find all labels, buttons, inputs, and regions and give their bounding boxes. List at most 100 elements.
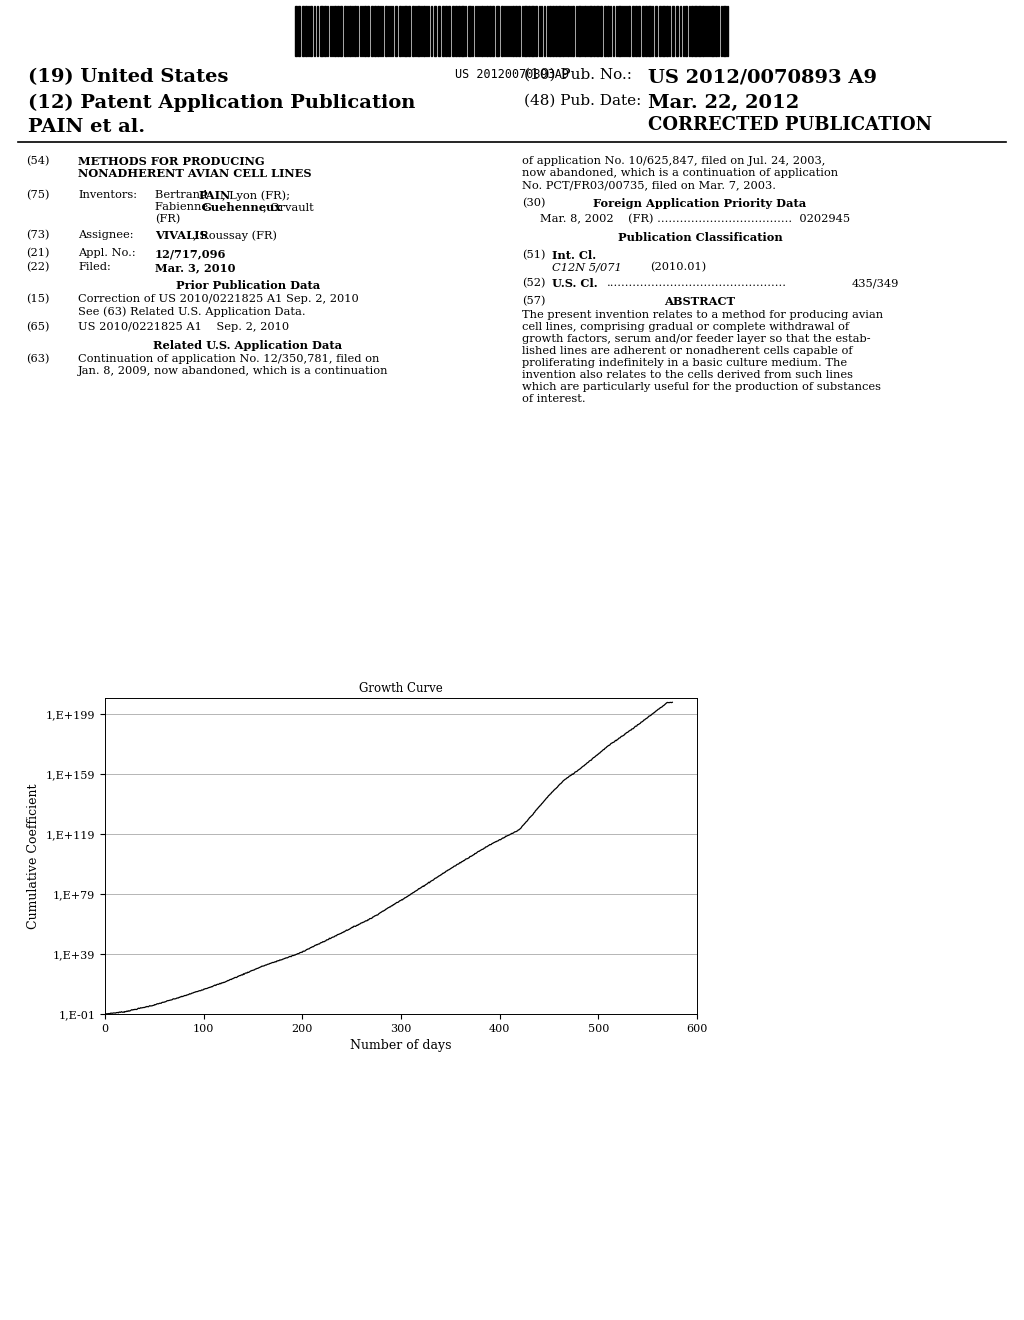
Text: Filed:: Filed:: [78, 261, 111, 272]
Bar: [385, 7, 387, 55]
Text: (54): (54): [26, 156, 49, 166]
Text: (15): (15): [26, 294, 49, 305]
Bar: [496, 7, 499, 55]
Text: growth factors, serum and/or feeder layer so that the estab-: growth factors, serum and/or feeder laye…: [522, 334, 870, 345]
Bar: [628, 7, 630, 55]
Bar: [552, 7, 554, 55]
Text: , Orvault: , Orvault: [263, 202, 313, 213]
Bar: [584, 7, 586, 55]
Bar: [642, 7, 644, 55]
Bar: [512, 7, 514, 55]
Bar: [374, 7, 376, 55]
Bar: [305, 7, 307, 55]
Text: (30): (30): [522, 198, 546, 209]
Bar: [638, 7, 640, 55]
Text: Inventors:: Inventors:: [78, 190, 137, 201]
Text: (19) United States: (19) United States: [28, 69, 228, 86]
Text: Mar. 22, 2012: Mar. 22, 2012: [648, 94, 800, 112]
Bar: [340, 7, 342, 55]
Text: Int. Cl.: Int. Cl.: [552, 249, 596, 261]
Bar: [666, 7, 668, 55]
Text: Mar. 8, 2002    (FR) ....................................  0202945: Mar. 8, 2002 (FR) ......................…: [540, 214, 850, 224]
Text: lished lines are adherent or nonadherent cells capable of: lished lines are adherent or nonadherent…: [522, 346, 853, 356]
Text: 435/349: 435/349: [852, 279, 899, 288]
Bar: [691, 7, 693, 55]
Text: , Lyon (FR);: , Lyon (FR);: [222, 190, 290, 201]
Text: cell lines, comprising gradual or complete withdrawal of: cell lines, comprising gradual or comple…: [522, 322, 849, 333]
Bar: [344, 7, 346, 55]
Text: (51): (51): [522, 249, 546, 260]
Bar: [515, 7, 517, 55]
Bar: [461, 7, 464, 55]
Bar: [593, 7, 595, 55]
Bar: [698, 7, 701, 55]
Bar: [404, 7, 407, 55]
Text: (63): (63): [26, 354, 49, 364]
Bar: [567, 7, 569, 55]
Text: C12N 5/071: C12N 5/071: [552, 261, 622, 272]
Text: (52): (52): [522, 279, 546, 288]
Text: (48) Pub. Date:: (48) Pub. Date:: [524, 94, 641, 108]
Text: Fabienne: Fabienne: [155, 202, 212, 213]
Bar: [458, 7, 460, 55]
Bar: [648, 7, 651, 55]
Bar: [337, 7, 339, 55]
Bar: [645, 7, 647, 55]
Bar: [600, 7, 602, 55]
Bar: [711, 7, 714, 55]
Bar: [518, 7, 520, 55]
Text: Mar. 3, 2010: Mar. 3, 2010: [155, 261, 236, 273]
Bar: [319, 7, 323, 55]
X-axis label: Number of days: Number of days: [350, 1039, 452, 1052]
Bar: [417, 7, 420, 55]
Text: (10) Pub. No.:: (10) Pub. No.:: [524, 69, 642, 82]
Text: invention also relates to the cells derived from such lines: invention also relates to the cells deri…: [522, 370, 853, 380]
Bar: [408, 7, 410, 55]
Bar: [489, 7, 490, 55]
Bar: [412, 7, 414, 55]
Text: US 2010/0221825 A1    Sep. 2, 2010: US 2010/0221825 A1 Sep. 2, 2010: [78, 322, 289, 333]
Text: VIVALIS: VIVALIS: [155, 230, 208, 242]
Bar: [578, 7, 581, 55]
Bar: [524, 7, 527, 55]
Text: proliferating indefinitely in a basic culture medium. The: proliferating indefinitely in a basic cu…: [522, 358, 847, 368]
Text: Jan. 8, 2009, now abandoned, which is a continuation: Jan. 8, 2009, now abandoned, which is a …: [78, 366, 388, 376]
Bar: [589, 7, 592, 55]
Bar: [445, 7, 447, 55]
Text: US 2012/0070893 A9: US 2012/0070893 A9: [648, 69, 877, 86]
Bar: [715, 7, 717, 55]
Text: U.S. Cl.: U.S. Cl.: [552, 279, 598, 289]
Text: (57): (57): [522, 296, 546, 306]
Text: Appl. No.:: Appl. No.:: [78, 248, 135, 257]
Bar: [655, 7, 657, 55]
Text: (21): (21): [26, 248, 49, 259]
Text: (22): (22): [26, 261, 49, 272]
Text: (FR): (FR): [155, 214, 180, 224]
Bar: [324, 7, 326, 55]
Bar: [702, 7, 705, 55]
Bar: [662, 7, 665, 55]
Bar: [455, 7, 457, 55]
Text: Assignee:: Assignee:: [78, 230, 133, 240]
Text: Publication Classification: Publication Classification: [617, 232, 782, 243]
Bar: [694, 7, 697, 55]
Bar: [659, 7, 662, 55]
Bar: [367, 7, 369, 55]
Bar: [486, 7, 488, 55]
Bar: [635, 7, 637, 55]
Bar: [607, 7, 609, 55]
Text: ABSTRACT: ABSTRACT: [665, 296, 735, 308]
Text: Growth Curve: Growth Curve: [359, 682, 442, 696]
Bar: [492, 7, 494, 55]
Bar: [676, 7, 678, 55]
Bar: [468, 7, 471, 55]
Text: The present invention relates to a method for producing avian: The present invention relates to a metho…: [522, 310, 883, 319]
Text: Prior Publication Data: Prior Publication Data: [176, 280, 321, 290]
Bar: [501, 7, 503, 55]
Text: Related U.S. Application Data: Related U.S. Application Data: [154, 341, 343, 351]
Bar: [295, 7, 297, 55]
Bar: [685, 7, 687, 55]
Bar: [596, 7, 599, 55]
Bar: [531, 7, 534, 55]
Bar: [302, 7, 304, 55]
